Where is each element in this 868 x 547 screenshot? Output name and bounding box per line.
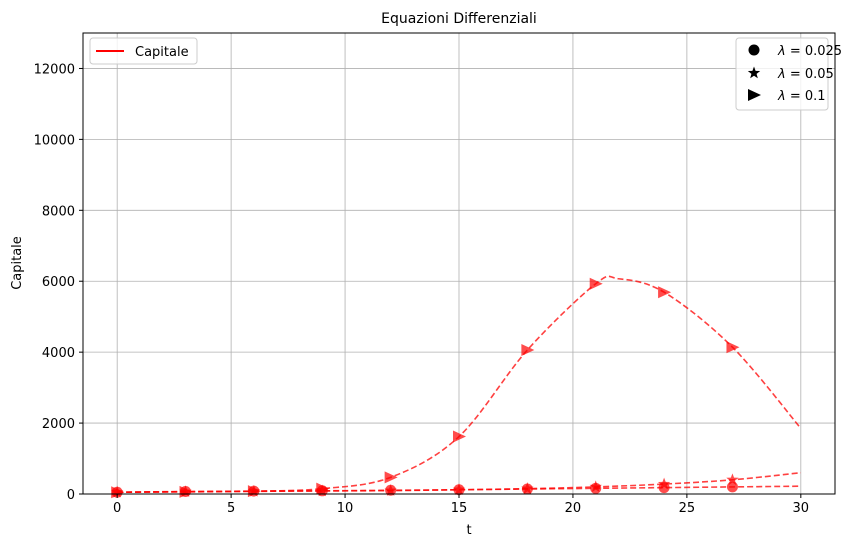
x-tick-label: 5 <box>227 501 235 516</box>
x-tick-label: 30 <box>793 501 810 516</box>
legend-markers-box <box>735 37 829 111</box>
data-point-triangle <box>316 482 330 495</box>
data-point-triangle <box>179 485 193 498</box>
y-tick-label: 2000 <box>42 417 75 432</box>
y-axis-label: Capitale <box>10 236 25 290</box>
x-tick-label: 20 <box>565 501 582 516</box>
x-tick-label: 25 <box>679 501 696 516</box>
y-tick-label: 0 <box>67 488 75 503</box>
chart-title: Equazioni Differenziali <box>381 11 537 27</box>
legend-triangle-marker <box>748 89 761 101</box>
x-axis: 0 5 10 15 20 25 30 <box>113 494 809 516</box>
y-tick-label: 10000 <box>34 133 75 148</box>
data-point-triangle <box>384 471 398 484</box>
data-point-triangle <box>521 344 535 357</box>
x-axis-label: t <box>466 523 471 538</box>
y-tick-label: 4000 <box>42 346 75 361</box>
legend-entry-label: λ = 0.025 <box>777 44 842 59</box>
data-point-triangle <box>589 277 603 290</box>
data-point-triangle <box>111 486 125 499</box>
data-point-star <box>384 484 397 496</box>
data-point-circle <box>726 481 738 493</box>
data-point-star <box>726 473 739 486</box>
data-point-star <box>657 477 671 490</box>
data-point-triangle <box>658 286 672 299</box>
data-point-star <box>589 480 602 493</box>
series-line-circle <box>117 485 801 494</box>
legend-entry-label: λ = 0.05 <box>777 67 834 82</box>
series-line-star <box>117 471 801 494</box>
legend-circle-marker <box>748 44 760 56</box>
y-tick-label: 6000 <box>42 275 75 290</box>
series-layer <box>111 275 802 499</box>
data-point-triangle <box>453 430 466 443</box>
legend-entry-label: λ = 0.1 <box>777 89 826 104</box>
data-point-star <box>521 482 534 494</box>
legend-markers: λ = 0.025 λ = 0.05 λ = 0.1 <box>735 37 842 111</box>
data-point-triangle <box>726 341 740 354</box>
legend-line-label: Capitale <box>135 45 189 60</box>
data-point-star <box>452 483 466 495</box>
y-axis: 0 2000 4000 6000 8000 10000 12000 <box>34 62 83 503</box>
y-tick-label: 12000 <box>34 62 75 77</box>
legend-lines-box <box>89 37 198 65</box>
legend-lines: Capitale <box>89 37 198 65</box>
legend-star-marker <box>747 66 761 79</box>
y-tick-label: 8000 <box>42 204 75 219</box>
x-tick-label: 10 <box>337 501 354 516</box>
x-tick-label: 15 <box>451 501 468 516</box>
x-tick-label: 0 <box>113 501 121 516</box>
